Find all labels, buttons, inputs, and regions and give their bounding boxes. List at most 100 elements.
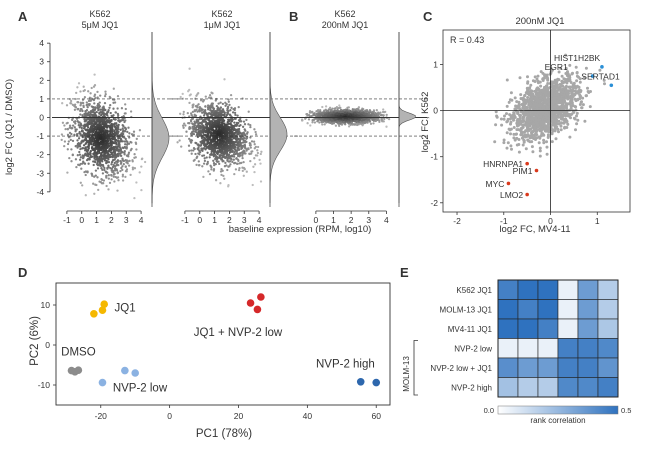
data-point [206, 106, 210, 109]
data-point [116, 112, 120, 116]
data-point [72, 120, 76, 124]
data-point [182, 113, 185, 116]
data-point [133, 196, 136, 200]
data-point [79, 181, 82, 184]
data-point [231, 160, 234, 164]
data-point [181, 92, 184, 96]
data-point [182, 126, 185, 129]
x-tick-label: 4 [384, 215, 389, 225]
data-point [321, 111, 325, 114]
data-point [505, 112, 508, 116]
data-point [253, 143, 256, 146]
data-point [112, 114, 115, 117]
data-point [90, 125, 93, 128]
data-point [87, 147, 90, 151]
data-point [321, 105, 324, 109]
data-point [73, 126, 76, 129]
panel-letter-c: C [423, 9, 433, 24]
data-point [218, 141, 222, 144]
data-point [115, 122, 118, 125]
data-point [93, 119, 96, 123]
data-point [349, 113, 352, 116]
data-point [93, 142, 96, 145]
data-point [77, 137, 81, 140]
data-point [105, 175, 108, 178]
data-point [225, 133, 228, 136]
data-point [71, 127, 74, 130]
data-point [120, 119, 124, 122]
data-point [129, 140, 132, 144]
data-point [68, 126, 71, 129]
data-point [80, 167, 83, 170]
data-point [119, 169, 122, 173]
data-point [95, 142, 98, 145]
data-point [200, 117, 203, 121]
data-point [189, 120, 193, 123]
data-point [241, 156, 244, 160]
data-point [200, 148, 203, 152]
data-point [82, 144, 86, 147]
data-point [107, 160, 111, 164]
data-point [86, 106, 89, 109]
data-point [233, 153, 236, 156]
data-point [126, 130, 129, 134]
data-point [228, 165, 231, 168]
data-point [130, 147, 133, 151]
data-point [79, 122, 82, 125]
data-point [140, 165, 143, 168]
data-point [357, 123, 360, 126]
data-point [121, 175, 124, 178]
plot-a2: -1 0 1 2 3 4 [170, 32, 298, 225]
data-point [236, 114, 239, 117]
data-point [195, 156, 198, 160]
data-point [103, 139, 107, 143]
data-point [77, 82, 81, 85]
data-point [221, 132, 224, 135]
data-point [115, 143, 118, 146]
data-point [224, 161, 227, 165]
data-point [125, 143, 129, 146]
data-point [85, 154, 88, 157]
data-point [131, 168, 135, 171]
data-point [82, 155, 85, 159]
data-point [89, 113, 92, 116]
data-point [61, 121, 65, 124]
data-point [103, 108, 106, 111]
data-point [120, 107, 124, 110]
data-point [93, 102, 96, 105]
data-point [75, 133, 79, 136]
data-point [103, 101, 107, 105]
data-point [103, 168, 106, 172]
data-point [90, 147, 94, 150]
data-point [197, 152, 200, 155]
data-point [106, 154, 109, 157]
data-point [217, 126, 220, 129]
data-point [242, 152, 245, 155]
data-point [91, 174, 94, 177]
data-point [85, 148, 88, 152]
data-point [116, 171, 119, 174]
data-point [530, 140, 534, 144]
data-point [234, 168, 238, 171]
data-point [84, 124, 88, 127]
data-point [347, 112, 350, 115]
data-point [96, 158, 99, 161]
data-point [83, 120, 86, 123]
data-point [212, 168, 216, 171]
panel-letter-b: B [289, 9, 298, 24]
data-point [90, 172, 93, 175]
data-point [377, 111, 380, 114]
data-point [237, 168, 241, 172]
data-point [575, 122, 579, 126]
data-point [190, 131, 193, 135]
data-point [81, 147, 85, 150]
data-point [131, 166, 135, 169]
data-point [325, 121, 328, 124]
panel-letter-a: A [18, 9, 28, 24]
data-point [207, 137, 210, 140]
y-tick-label: 2 [39, 75, 44, 85]
data-point [246, 131, 249, 134]
data-point [219, 101, 222, 104]
data-point [71, 153, 74, 156]
data-point [385, 125, 388, 128]
